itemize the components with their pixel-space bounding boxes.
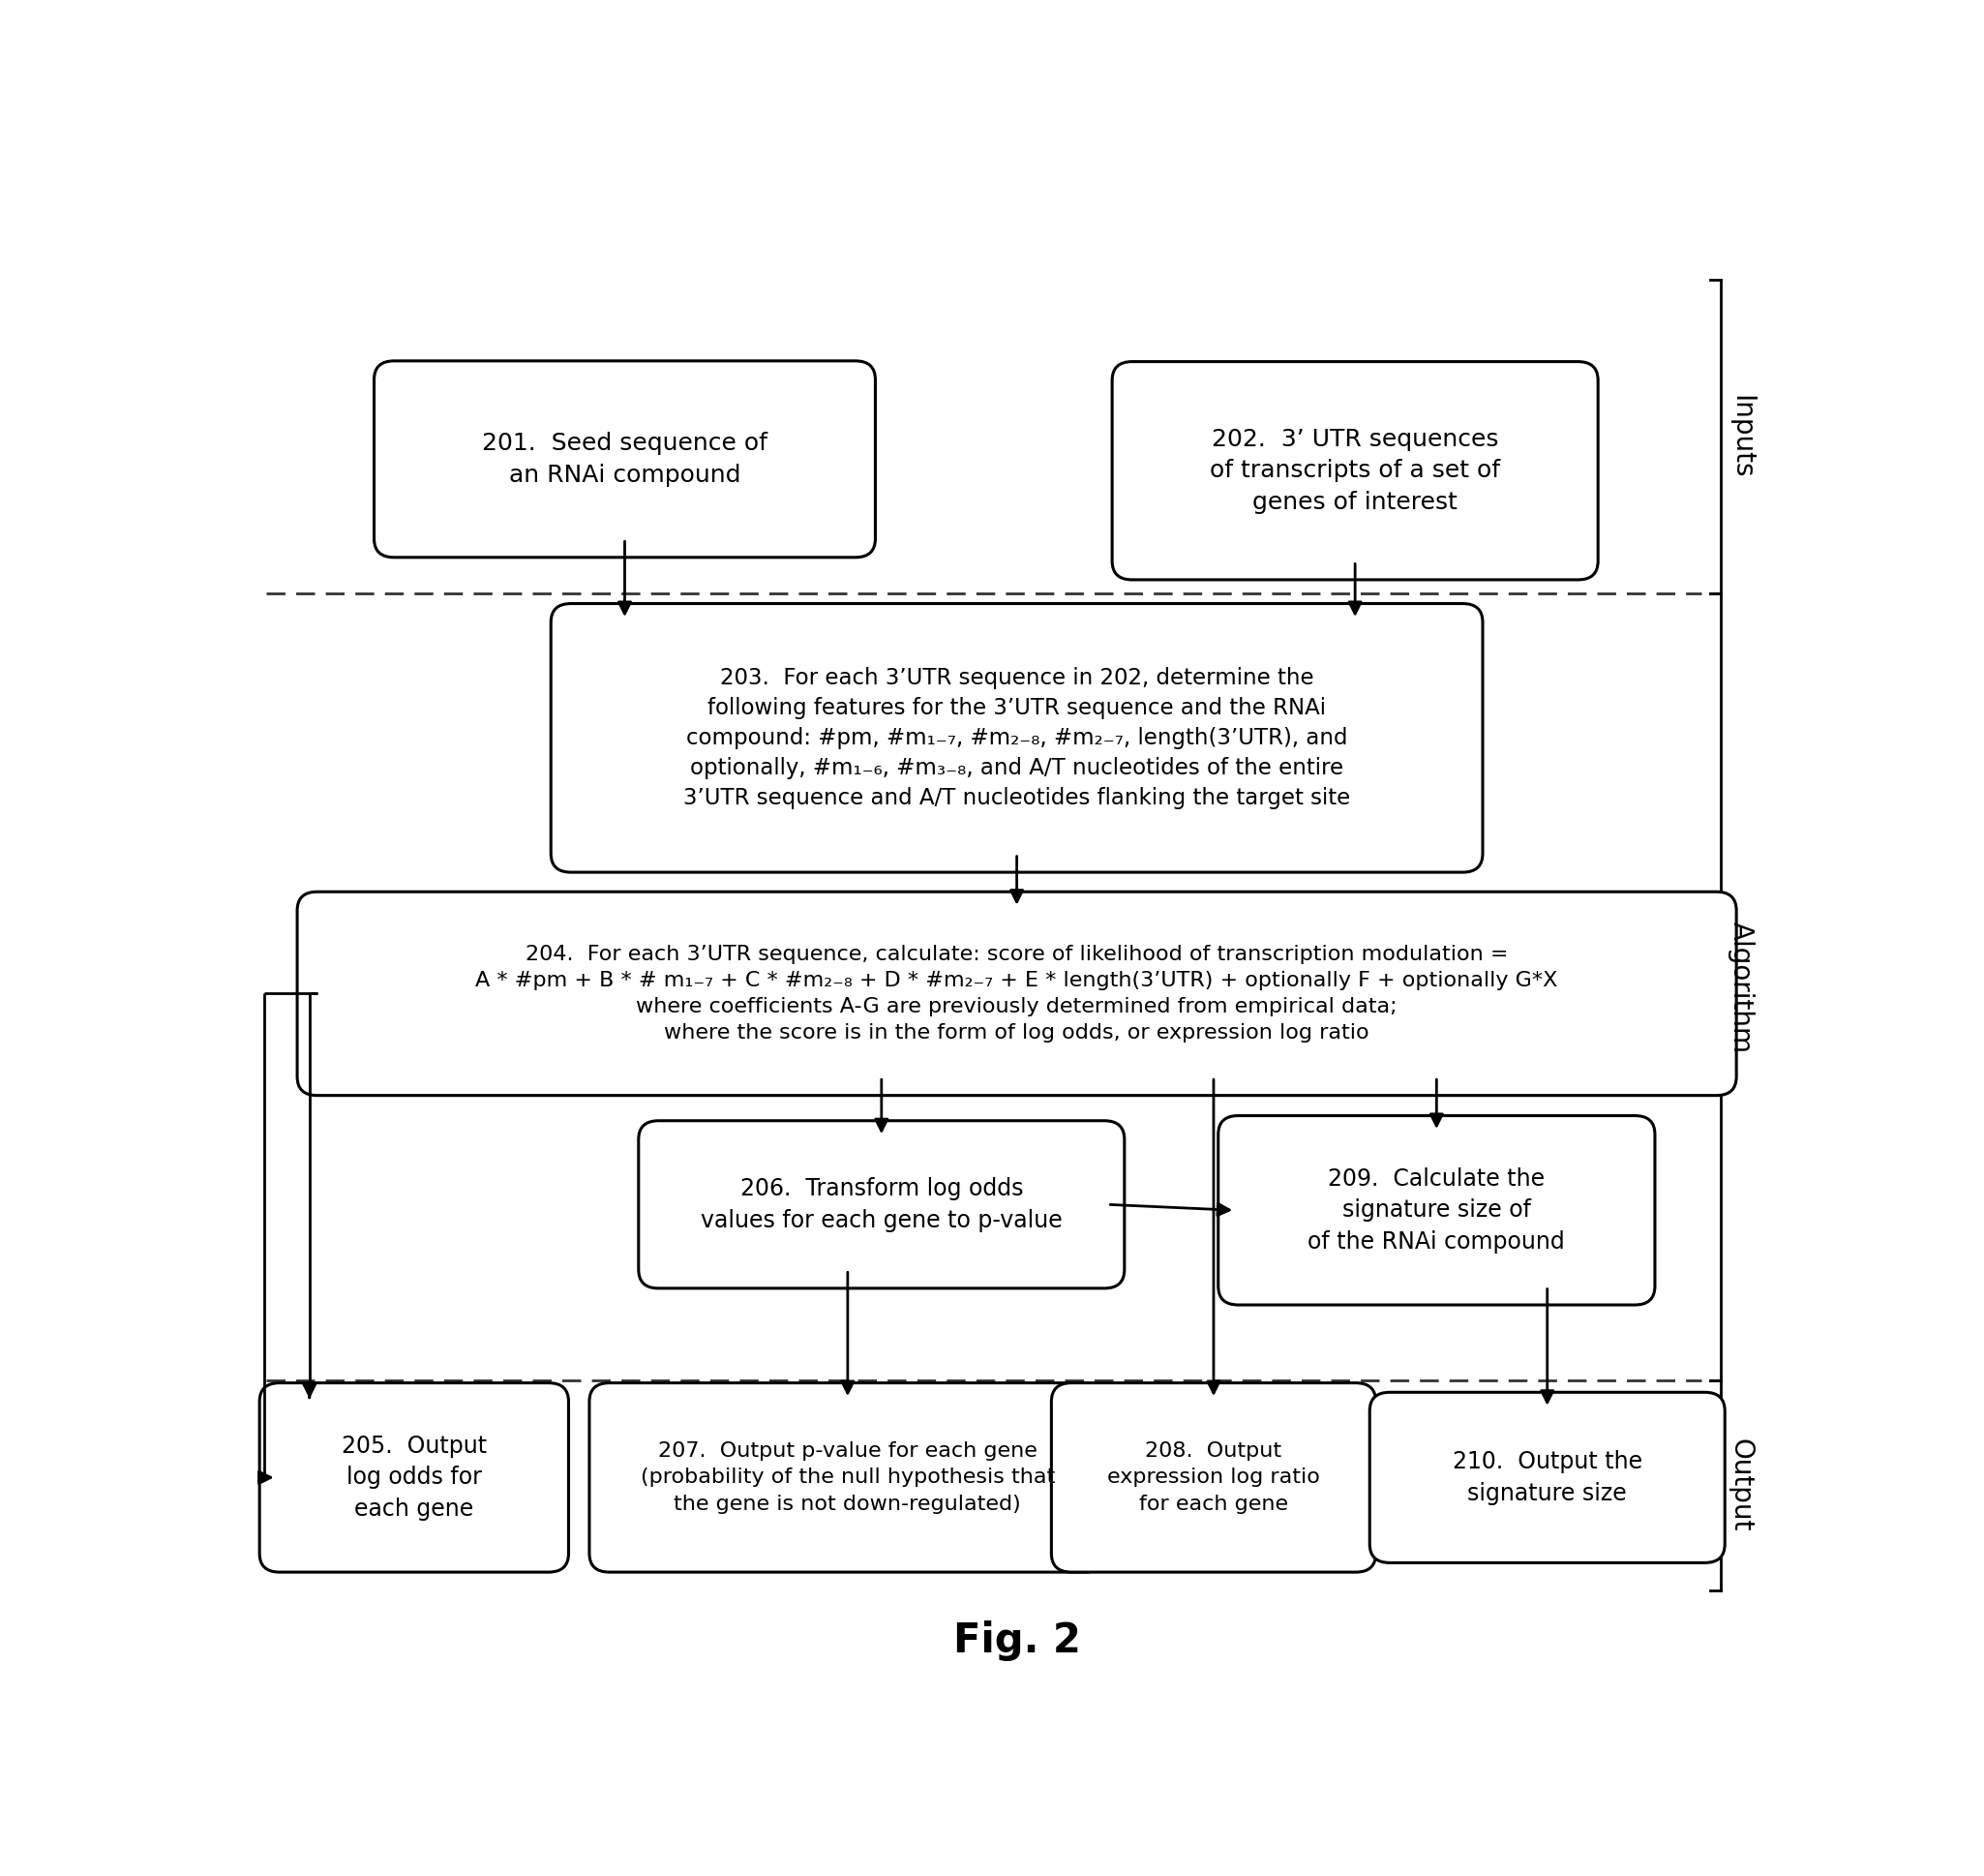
Text: Algorithm: Algorithm <box>1728 921 1754 1052</box>
Text: 204.  For each 3’UTR sequence, calculate: score of likelihood of transcription m: 204. For each 3’UTR sequence, calculate:… <box>476 944 1557 1043</box>
Text: 201.  Seed sequence of
an RNAi compound: 201. Seed sequence of an RNAi compound <box>482 431 768 486</box>
FancyBboxPatch shape <box>1218 1116 1655 1306</box>
Text: 208.  Output
expression log ratio
for each gene: 208. Output expression log ratio for eac… <box>1107 1441 1319 1514</box>
FancyBboxPatch shape <box>375 360 875 557</box>
Text: Fig. 2: Fig. 2 <box>952 1621 1081 1660</box>
Text: Output: Output <box>1728 1439 1754 1533</box>
FancyBboxPatch shape <box>1113 362 1597 580</box>
FancyBboxPatch shape <box>1369 1392 1724 1563</box>
Text: 207.  Output p-value for each gene
(probability of the null hypothesis that
the : 207. Output p-value for each gene (proba… <box>641 1441 1055 1514</box>
FancyBboxPatch shape <box>1052 1383 1375 1572</box>
Text: 202.  3’ UTR sequences
of transcripts of a set of
genes of interest: 202. 3’ UTR sequences of transcripts of … <box>1210 428 1500 514</box>
FancyBboxPatch shape <box>639 1120 1125 1289</box>
Text: 210.  Output the
signature size: 210. Output the signature size <box>1452 1450 1643 1505</box>
FancyBboxPatch shape <box>552 604 1482 872</box>
FancyBboxPatch shape <box>589 1383 1105 1572</box>
FancyBboxPatch shape <box>298 891 1736 1096</box>
Text: 206.  Transform log odds
values for each gene to p-value: 206. Transform log odds values for each … <box>700 1176 1061 1233</box>
Text: Inputs: Inputs <box>1728 394 1754 478</box>
Text: 209.  Calculate the
signature size of
of the RNAi compound: 209. Calculate the signature size of of … <box>1307 1167 1565 1253</box>
FancyBboxPatch shape <box>260 1383 569 1572</box>
Text: 203.  For each 3’UTR sequence in 202, determine the
following features for the 3: 203. For each 3’UTR sequence in 202, det… <box>682 666 1351 809</box>
Text: 205.  Output
log odds for
each gene: 205. Output log odds for each gene <box>341 1435 486 1521</box>
